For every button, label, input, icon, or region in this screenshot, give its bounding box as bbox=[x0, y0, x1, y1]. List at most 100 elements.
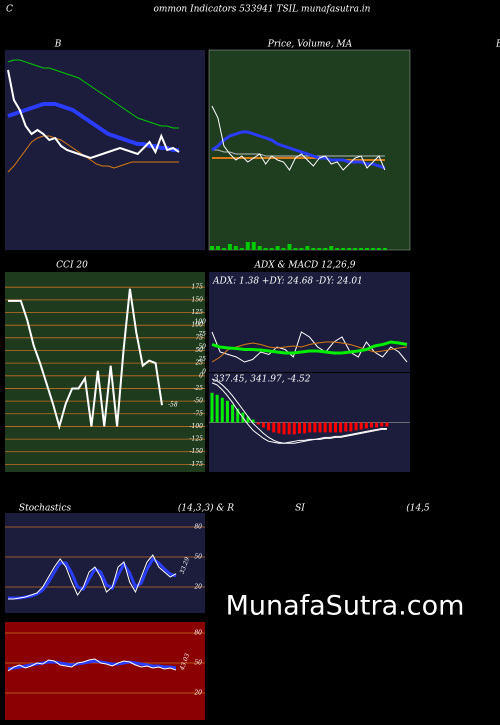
histogram-bar bbox=[231, 404, 235, 423]
panel-subtitle: (14,3,3) & R bbox=[178, 503, 234, 514]
histogram-bar bbox=[225, 400, 229, 423]
header-letter: C bbox=[6, 5, 13, 15]
y-tick-label: 75 bbox=[195, 334, 203, 341]
volume-bar bbox=[275, 246, 280, 250]
panel bbox=[208, 49, 411, 251]
histogram-bar bbox=[210, 392, 214, 423]
panel-title: Price, Volume, MA bbox=[267, 40, 353, 50]
histogram-bar bbox=[323, 422, 327, 433]
histogram-bar bbox=[277, 422, 281, 434]
volume-bar bbox=[365, 248, 370, 250]
volume-bar bbox=[293, 248, 298, 250]
value-label: -58 bbox=[168, 402, 178, 409]
watermark: MunafaSutra.com bbox=[226, 591, 465, 622]
series-line bbox=[212, 157, 385, 161]
series-line bbox=[7, 659, 177, 671]
panel-title: ADX & MACD 12,26,9 bbox=[254, 261, 356, 271]
histogram-bar bbox=[364, 422, 368, 429]
histogram-bar bbox=[246, 416, 250, 423]
volume-bar bbox=[311, 248, 316, 250]
volume-bar bbox=[251, 242, 256, 250]
series-line bbox=[211, 341, 408, 363]
volume-bar bbox=[227, 244, 232, 250]
histogram-bar bbox=[236, 408, 240, 423]
y-tick-label: 80 bbox=[194, 524, 202, 531]
volume-bar bbox=[287, 244, 292, 250]
y-tick-label: 20 bbox=[193, 690, 202, 697]
histogram-bar bbox=[375, 422, 379, 428]
histogram-bar bbox=[313, 422, 317, 433]
panel bbox=[209, 272, 410, 372]
histogram-bar bbox=[261, 422, 265, 428]
volume-bar bbox=[335, 248, 340, 250]
histogram-bar bbox=[220, 397, 224, 423]
y-tick-label: -150 bbox=[190, 448, 204, 455]
volume-bar bbox=[353, 248, 358, 250]
volume-bar bbox=[323, 248, 328, 250]
y-tick-label: 25 bbox=[197, 356, 206, 363]
volume-bar bbox=[221, 248, 226, 250]
series-line bbox=[8, 288, 163, 431]
volume-bar bbox=[239, 248, 244, 250]
y-tick-label: 50 bbox=[194, 660, 202, 667]
series-line bbox=[7, 59, 179, 129]
histogram-bar bbox=[267, 422, 271, 431]
histogram-bar bbox=[287, 422, 291, 435]
y-tick-label: 100 bbox=[195, 319, 207, 326]
y-tick-label: -175 bbox=[190, 461, 204, 468]
histogram-bar bbox=[251, 419, 255, 423]
histogram-bar bbox=[282, 422, 286, 435]
histogram-bar bbox=[349, 422, 353, 432]
y-tick-label: -100 bbox=[190, 423, 204, 430]
series-line bbox=[7, 135, 179, 173]
series-line bbox=[211, 340, 408, 355]
series-line bbox=[8, 554, 177, 600]
volume-bar bbox=[299, 248, 304, 250]
y-tick-label: -50 bbox=[193, 398, 203, 405]
header-title: ommon Indicators 533941 TSIL munafasutra… bbox=[154, 5, 371, 15]
header-edge: B bbox=[495, 40, 500, 50]
series-line bbox=[7, 658, 177, 672]
y-tick-label: 0 bbox=[199, 372, 203, 379]
series-line bbox=[211, 130, 386, 170]
volume-bar bbox=[269, 248, 274, 250]
y-tick-label: 175 bbox=[192, 284, 204, 291]
y-tick-label: 50 bbox=[198, 344, 206, 351]
histogram-bar bbox=[344, 422, 348, 432]
histogram-bar bbox=[292, 422, 296, 435]
volume-bar bbox=[317, 248, 322, 250]
volume-bar bbox=[210, 246, 214, 250]
volume-bar bbox=[233, 246, 238, 250]
series-line bbox=[7, 102, 179, 152]
volume-bar bbox=[376, 248, 381, 250]
histogram-bar bbox=[272, 422, 276, 433]
histogram-bar bbox=[308, 422, 312, 433]
volume-bar bbox=[281, 248, 286, 250]
panel-subtitle: (14,5 bbox=[406, 503, 430, 514]
histogram-bar bbox=[215, 394, 219, 423]
volume-bar bbox=[263, 248, 268, 250]
panel-title: CCI 20 bbox=[56, 261, 88, 271]
histogram-bar bbox=[339, 422, 343, 433]
histogram-bar bbox=[256, 422, 260, 425]
panel-title: SI bbox=[295, 504, 305, 514]
volume-bar bbox=[347, 248, 352, 250]
y-tick-label: 20 bbox=[193, 584, 202, 591]
y-tick-label: 50 bbox=[195, 347, 203, 354]
volume-bar bbox=[245, 242, 250, 250]
panel bbox=[5, 622, 205, 720]
histogram-bar bbox=[303, 422, 307, 434]
y-tick-label: 75 bbox=[198, 331, 206, 338]
y-tick-label: -125 bbox=[190, 436, 204, 443]
volume-bar bbox=[305, 246, 310, 250]
volume-bar bbox=[382, 248, 387, 250]
panel bbox=[5, 272, 205, 472]
histogram-bar bbox=[359, 422, 363, 430]
series-line bbox=[8, 556, 177, 600]
histogram-bar bbox=[385, 422, 389, 427]
histogram-bar bbox=[333, 422, 337, 433]
histogram-bar bbox=[380, 422, 384, 427]
series-line bbox=[7, 69, 180, 160]
panel-title: B bbox=[54, 40, 62, 50]
panel-title: Stochastics bbox=[19, 504, 72, 514]
